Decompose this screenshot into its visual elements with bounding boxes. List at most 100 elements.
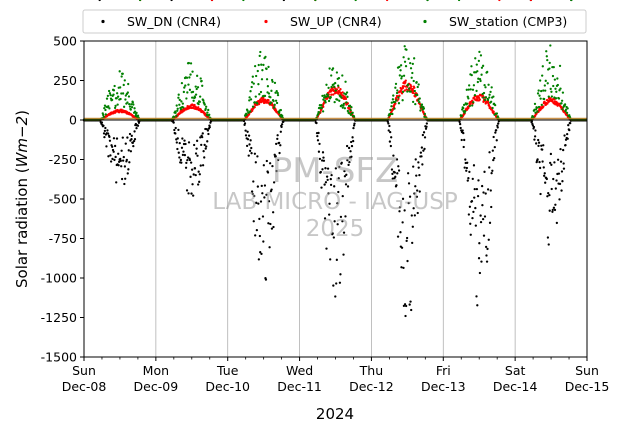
point-sw-station bbox=[251, 105, 255, 108]
point-sw-dn bbox=[569, 122, 572, 125]
point-sw-dn bbox=[270, 188, 273, 191]
point-sw-dn bbox=[566, 132, 569, 136]
point-sw-station bbox=[273, 103, 276, 106]
point-sw-dn bbox=[491, 149, 494, 152]
point-sw-dn bbox=[408, 303, 411, 306]
point-sw-dn bbox=[247, 134, 251, 137]
point-sw-dn bbox=[178, 141, 181, 145]
point-sw-dn bbox=[114, 155, 117, 159]
point-sw-dn bbox=[476, 304, 479, 307]
point-sw-dn bbox=[486, 188, 490, 191]
point-sw-dn bbox=[478, 242, 481, 245]
point-sw-station bbox=[185, 76, 189, 79]
point-sw-dn bbox=[464, 158, 467, 161]
point-sw-station bbox=[321, 94, 324, 98]
point-sw-dn bbox=[465, 166, 469, 170]
point-sw-dn bbox=[344, 215, 347, 218]
point-sw-station bbox=[186, 91, 189, 94]
point-sw-up bbox=[332, 93, 335, 96]
point-sw-station bbox=[396, 89, 399, 92]
point-sw-up bbox=[251, 109, 254, 112]
point-sw-station bbox=[546, 58, 549, 62]
point-sw-dn bbox=[205, 145, 208, 148]
x-tick-label-day: Fri bbox=[436, 363, 451, 378]
point-sw-station bbox=[116, 92, 119, 95]
point-sw-dn bbox=[192, 194, 195, 197]
point-sw-up bbox=[337, 92, 340, 95]
y-tick-label: 500 bbox=[53, 34, 77, 49]
point-sw-dn bbox=[100, 121, 104, 124]
point-sw-dn bbox=[482, 191, 485, 194]
point-sw-dn bbox=[495, 139, 498, 142]
point-sw-dn bbox=[246, 130, 249, 133]
point-sw-station bbox=[542, 89, 545, 92]
point-sw-station bbox=[130, 106, 134, 109]
point-sw-dn bbox=[340, 161, 343, 164]
point-sw-dn bbox=[485, 254, 488, 257]
point-sw-dn bbox=[315, 121, 318, 125]
point-sw-dn bbox=[177, 151, 180, 154]
point-sw-station bbox=[252, 82, 255, 85]
point-sw-dn bbox=[342, 253, 345, 256]
point-sw-station bbox=[535, 106, 539, 109]
point-sw-dn bbox=[198, 180, 201, 183]
point-sw-dn bbox=[488, 166, 491, 169]
point-sw-up bbox=[404, 81, 407, 84]
point-sw-dn bbox=[472, 210, 475, 214]
y-tick-label: 0 bbox=[69, 113, 77, 128]
point-sw-dn bbox=[113, 144, 117, 148]
point-sw-dn bbox=[484, 245, 488, 249]
point-sw-dn bbox=[421, 133, 425, 137]
point-sw-station bbox=[327, 99, 331, 103]
point-sw-station bbox=[257, 83, 260, 86]
point-sw-dn bbox=[550, 163, 553, 166]
point-sw-dn bbox=[268, 162, 272, 165]
point-sw-dn bbox=[329, 183, 333, 187]
point-sw-up bbox=[193, 103, 196, 107]
point-sw-dn bbox=[425, 122, 428, 125]
point-sw-station bbox=[245, 113, 248, 117]
point-sw-dn bbox=[422, 149, 425, 152]
y-tick-label: -750 bbox=[49, 231, 77, 246]
point-sw-station bbox=[177, 96, 180, 99]
point-sw-dn bbox=[467, 177, 470, 180]
point-sw-dn bbox=[478, 271, 482, 275]
point-sw-station bbox=[494, 103, 497, 107]
point-sw-dn bbox=[282, 0, 286, 2]
point-sw-station bbox=[200, 79, 203, 83]
y-tick-label: -1500 bbox=[41, 350, 77, 365]
point-sw-dn bbox=[269, 222, 272, 226]
point-sw-dn bbox=[275, 142, 278, 146]
point-sw-dn bbox=[472, 164, 476, 167]
point-sw-dn bbox=[255, 228, 259, 232]
point-sw-dn bbox=[487, 238, 490, 241]
point-sw-station bbox=[465, 88, 468, 91]
point-sw-station bbox=[256, 102, 259, 105]
point-sw-dn bbox=[554, 187, 557, 190]
point-sw-up bbox=[478, 98, 482, 101]
point-sw-station bbox=[253, 101, 256, 104]
point-sw-station bbox=[478, 50, 481, 54]
point-sw-station bbox=[270, 89, 273, 92]
point-sw-station bbox=[460, 114, 463, 117]
point-sw-station bbox=[320, 106, 324, 109]
point-sw-up bbox=[410, 85, 413, 88]
point-sw-dn bbox=[329, 177, 332, 181]
point-sw-station bbox=[549, 87, 552, 91]
point-sw-station bbox=[120, 75, 123, 78]
point-sw-dn bbox=[389, 144, 393, 148]
point-sw-dn bbox=[552, 177, 555, 181]
point-sw-up bbox=[326, 97, 329, 100]
y-axis-title: Solar radiation (Wm−2) bbox=[13, 110, 31, 288]
point-sw-dn bbox=[420, 146, 424, 149]
point-sw-dn bbox=[102, 132, 106, 135]
point-sw-station bbox=[340, 96, 343, 99]
point-sw-station bbox=[344, 93, 348, 96]
point-sw-station bbox=[182, 90, 186, 94]
point-sw-dn bbox=[542, 166, 545, 169]
point-sw-station bbox=[473, 94, 477, 97]
point-sw-station bbox=[554, 97, 558, 100]
point-sw-station bbox=[328, 67, 331, 70]
point-sw-station bbox=[193, 96, 197, 99]
point-sw-station bbox=[343, 107, 347, 110]
